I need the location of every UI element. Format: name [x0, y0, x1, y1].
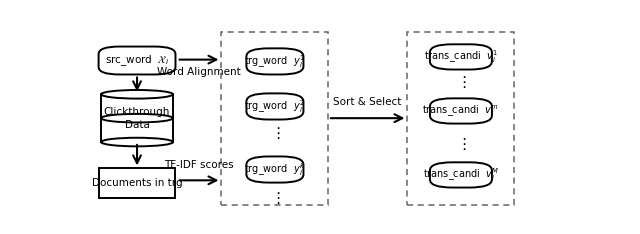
- Text: $\vdots$: $\vdots$: [456, 74, 466, 90]
- Bar: [408, 32, 514, 205]
- Text: trans_candi  $v_i^1$: trans_candi $v_i^1$: [424, 48, 498, 65]
- FancyBboxPatch shape: [99, 47, 175, 74]
- Text: trg_word  $y_i^2$: trg_word $y_i^2$: [244, 98, 305, 115]
- Text: $\vdots$: $\vdots$: [456, 136, 466, 152]
- Text: $\vdots$: $\vdots$: [269, 190, 280, 206]
- Ellipse shape: [101, 114, 173, 122]
- Ellipse shape: [101, 90, 173, 99]
- Text: trg_word  $y_i^k$: trg_word $y_i^k$: [244, 161, 306, 178]
- Bar: [99, 168, 175, 198]
- FancyBboxPatch shape: [430, 162, 492, 187]
- Text: trg_word  $y_i^1$: trg_word $y_i^1$: [244, 53, 305, 70]
- Text: Clickthrough
Data: Clickthrough Data: [104, 106, 170, 130]
- Text: Word Alignment: Word Alignment: [157, 67, 241, 77]
- FancyBboxPatch shape: [246, 93, 303, 120]
- FancyBboxPatch shape: [246, 157, 303, 183]
- FancyBboxPatch shape: [430, 98, 492, 124]
- Text: src_word  $\mathcal{X}_i$: src_word $\mathcal{X}_i$: [105, 53, 169, 68]
- Text: $\vdots$: $\vdots$: [269, 125, 280, 142]
- Text: Documents in trg: Documents in trg: [92, 178, 182, 188]
- Ellipse shape: [101, 138, 173, 146]
- Text: trans_candi  $v_i^m$: trans_candi $v_i^m$: [422, 103, 499, 119]
- Text: TF-IDF scores: TF-IDF scores: [164, 160, 234, 170]
- Text: Sort & Select: Sort & Select: [333, 97, 402, 107]
- FancyBboxPatch shape: [246, 48, 303, 74]
- Bar: [221, 32, 328, 205]
- FancyBboxPatch shape: [430, 44, 492, 69]
- Text: trans_candi  $v_i^M$: trans_candi $v_i^M$: [422, 167, 499, 183]
